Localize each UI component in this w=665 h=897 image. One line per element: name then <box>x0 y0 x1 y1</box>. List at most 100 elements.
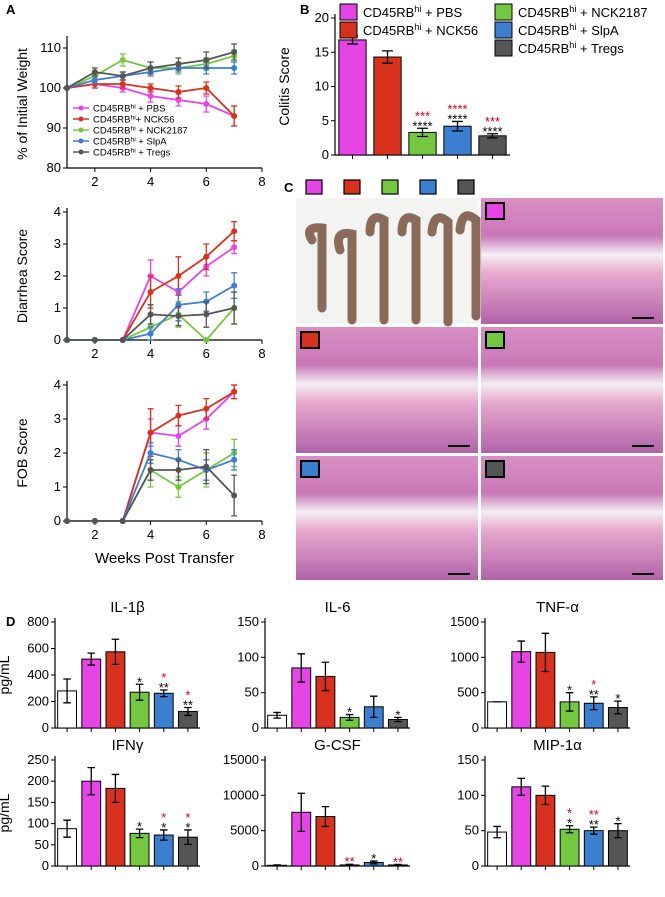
significance-label: * <box>615 814 620 829</box>
error-bar <box>297 792 306 833</box>
y-tick-label: 50 <box>35 837 49 852</box>
significance-label: **** <box>412 118 432 133</box>
legend-marker <box>78 105 84 111</box>
data-point <box>119 57 126 63</box>
y-tick-label: 200 <box>27 694 49 709</box>
data-point <box>175 433 182 439</box>
error-bar <box>487 133 498 139</box>
data-point <box>231 65 238 71</box>
error-bar <box>382 50 393 64</box>
axis-line <box>264 618 410 729</box>
y-tick-label: 10000 <box>223 787 259 802</box>
x-tick-label: 4 <box>147 174 154 189</box>
x-tick-label: 4 <box>147 346 154 361</box>
data-point <box>231 228 238 235</box>
panel-label: C <box>284 180 294 195</box>
colon-shape <box>305 211 481 327</box>
y-tick-label: 0 <box>42 720 49 735</box>
axis-line <box>264 756 410 867</box>
data-point <box>203 253 210 260</box>
data-point <box>175 273 182 279</box>
significance-label: * <box>161 820 166 835</box>
panel-label: A <box>6 2 16 17</box>
y-tick-label: 5 <box>322 113 329 128</box>
error-bar <box>184 706 192 717</box>
panel-label: D <box>6 614 15 629</box>
data-point <box>91 77 98 83</box>
bar <box>153 692 174 729</box>
data-point <box>147 85 154 91</box>
error-bar <box>369 695 378 719</box>
error-bar <box>452 120 463 132</box>
scale-bar <box>448 317 654 575</box>
y-axis-label: FOB Score <box>14 418 30 487</box>
bar <box>511 786 532 867</box>
y-axis-label: Diarrhea Score <box>14 229 30 323</box>
histology-image <box>481 198 663 324</box>
chart-title: MIP-1α <box>533 737 582 754</box>
legend-swatch <box>339 21 358 39</box>
data-point <box>231 305 238 311</box>
x-tick-label: 8 <box>258 527 265 542</box>
y-tick-label: 50 <box>465 823 479 838</box>
y-tick-label: 1500 <box>450 614 479 629</box>
bar <box>511 651 532 729</box>
error-bar <box>565 692 574 712</box>
significance-label: * <box>395 707 400 722</box>
data-point <box>231 388 238 395</box>
tile-marker <box>485 202 505 220</box>
data-point <box>147 93 154 99</box>
legend-label: CD45RBhi + PBS <box>93 103 166 115</box>
error-bar <box>541 785 550 806</box>
y-axis-label: pg/mL <box>0 793 12 832</box>
error-bar <box>345 713 354 721</box>
significance-label: * <box>591 677 596 692</box>
bar <box>535 794 556 867</box>
error-bar <box>159 689 168 698</box>
y-tick-label: 15 <box>315 44 329 59</box>
data-point <box>147 289 154 295</box>
error-bar <box>63 819 71 838</box>
y-tick-label: 0 <box>472 858 479 873</box>
tile-marker <box>300 331 320 349</box>
data-point <box>231 113 238 119</box>
x-tick-label: 6 <box>203 174 210 189</box>
y-axis-label: pg/mL <box>0 655 12 694</box>
significance-label: ** <box>393 854 403 869</box>
y-tick-label: 90 <box>47 120 61 135</box>
significance-label: * <box>567 806 572 821</box>
error-bar <box>417 127 428 138</box>
significance-label: *** <box>485 114 500 129</box>
y-tick-label: 800 <box>27 614 49 629</box>
y-tick-label: 1 <box>54 300 61 315</box>
legend-label: CD45RBhi + NCK56 <box>363 22 478 38</box>
group-key <box>343 179 361 195</box>
error-bar <box>111 638 120 666</box>
significance-label: * <box>185 810 190 825</box>
histology-panel <box>296 198 663 580</box>
significance-label: ** <box>183 697 193 712</box>
error-bar <box>321 805 330 828</box>
tile-marker <box>485 331 505 349</box>
chart-title: IL-1β <box>110 599 145 616</box>
y-tick-label: 110 <box>40 40 61 55</box>
error-bar <box>321 661 330 692</box>
data-point <box>91 69 98 75</box>
y-tick-label: 0 <box>42 858 49 873</box>
data-point <box>147 429 154 436</box>
bar <box>81 658 102 729</box>
data-point <box>147 450 154 456</box>
data-point <box>119 81 126 87</box>
error-bar <box>87 652 96 666</box>
significance-label: **** <box>482 124 502 139</box>
group-key <box>305 179 323 195</box>
legend-label: CD45RBhi + NCK2187 <box>93 125 188 137</box>
y-tick-label: 400 <box>27 667 49 682</box>
data-point <box>231 49 238 55</box>
error-bar <box>517 640 526 663</box>
bar <box>373 56 402 156</box>
data-point <box>203 311 210 318</box>
y-tick-label: 0 <box>54 332 61 347</box>
legend-label: CD45RBhi + Tregs <box>518 40 624 56</box>
